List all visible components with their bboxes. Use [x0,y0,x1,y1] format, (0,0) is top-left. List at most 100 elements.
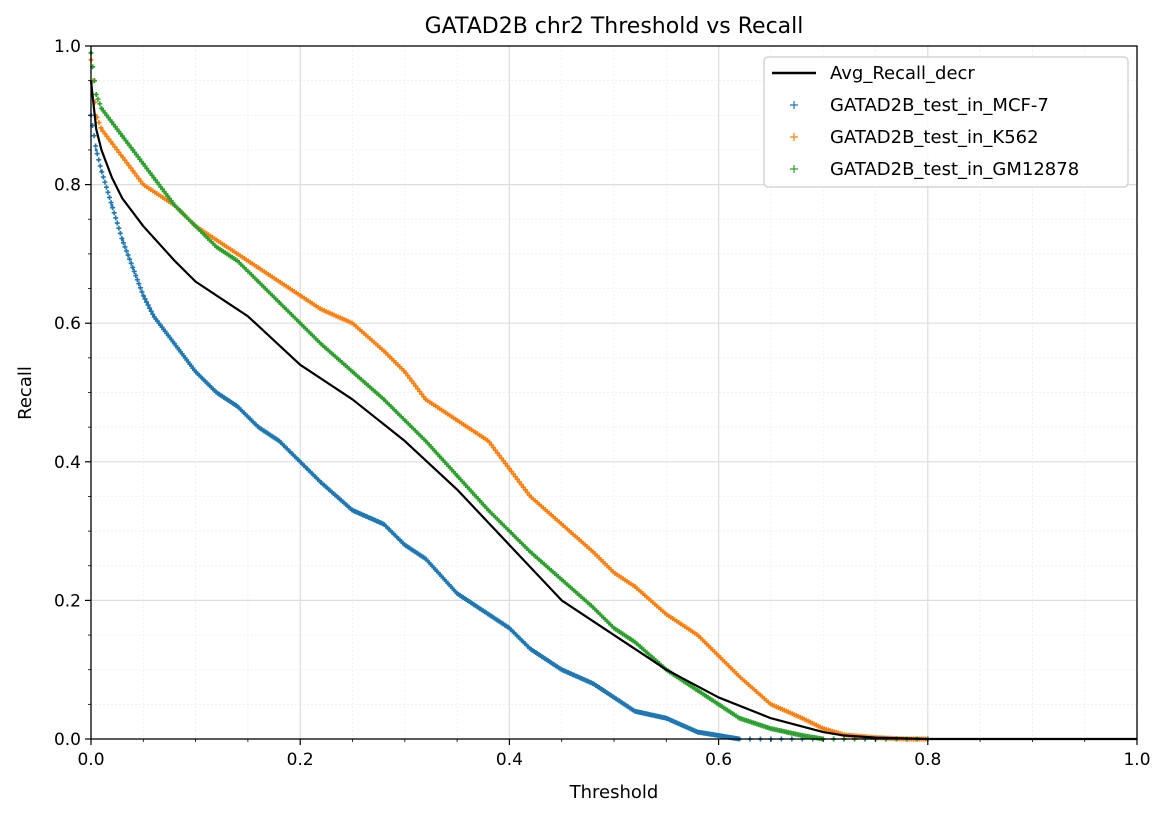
data-point [215,238,219,242]
legend-item: GATAD2B_test_in_K562 [790,127,1039,148]
chart-title: GATAD2B chr2 Threshold vs Recall [425,14,804,39]
x-tick-label: 0.2 [287,750,314,770]
legend-item: GATAD2B_test_in_MCF-7 [790,95,1049,116]
data-point [507,529,511,533]
data-point [110,141,114,145]
data-point [424,439,428,443]
data-point [298,321,302,325]
data-point [696,730,700,734]
data-point [382,522,386,526]
legend-label: GATAD2B_test_in_MCF-7 [830,95,1049,116]
data-point [769,727,773,731]
data-point [194,370,198,374]
data-point [99,127,103,131]
legend-item: Avg_Recall_decr [772,63,975,84]
data-point [738,716,742,720]
x-tick-label: 0.8 [914,750,941,770]
data-point [486,439,490,443]
axis-ticks: 0.0 0.2 0.4 0.6 0.8 1.0 0.0 0.2 0.4 0.6 0.8 1.0 [54,37,1151,770]
data-point [141,183,145,187]
series-line [89,80,1137,741]
data-point [382,349,386,353]
data-point [717,734,721,738]
x-tick-label: 0.0 [77,750,104,770]
data-point [664,612,668,616]
data-point [560,668,564,672]
data-point [455,591,459,595]
legend-label: GATAD2B_test_in_GM12878 [830,159,1079,180]
data-point [382,397,386,401]
data-point [277,439,281,443]
x-tick-label: 1.0 [1123,750,1150,770]
data-point [528,647,532,651]
data-point [612,571,616,575]
data-point [403,370,407,374]
x-tick-label: 0.4 [496,750,523,770]
data-point [215,391,219,394]
data-point [152,190,156,194]
data-point [591,682,595,686]
data-point [277,300,281,304]
data-point [351,321,354,325]
data-point [152,314,156,318]
data-point [560,522,564,526]
y-tick-label: 0.2 [54,591,81,611]
legend-marker-swatch [790,165,798,173]
data-point [94,93,98,97]
data-point [696,633,700,637]
data-point [99,106,103,110]
data-point [131,148,135,152]
y-tick-label: 0.0 [54,730,81,750]
data-point [403,418,407,422]
data-point [612,695,616,699]
data-point [455,474,459,478]
data-point [235,252,239,256]
data-point [486,508,490,512]
data-point [800,716,804,720]
minor-grid [91,46,1137,739]
data-point [633,585,637,589]
data-point [194,224,198,228]
y-tick-label: 0.4 [54,453,81,473]
data-point [319,342,323,346]
data-point [507,626,511,630]
y-tick-label: 1.0 [54,37,81,57]
data-point [560,578,564,582]
legend-marker-swatch [790,101,798,109]
data-point [94,148,98,152]
data-point [152,176,156,180]
data-point [173,203,177,207]
data-point [769,702,773,706]
legend-marker-swatch [790,133,798,141]
data-point [591,605,595,609]
data-point [351,508,354,512]
data-point [141,293,145,297]
data-point [612,626,616,630]
y-axis-label: Recall [15,366,36,420]
data-point [319,307,323,311]
legend-label: GATAD2B_test_in_K562 [830,127,1039,148]
data-point [256,280,260,284]
x-tick-label: 0.6 [705,750,732,770]
data-point [696,688,700,692]
data-point [633,640,637,644]
data-point [664,716,668,720]
data-point [717,654,721,658]
data-point [99,169,103,173]
data-point [351,370,354,374]
legend-label: Avg_Recall_decr [830,63,975,84]
data-point [528,494,532,498]
data-point [120,238,124,242]
data-point [528,550,532,554]
data-point [131,266,135,270]
data-point [120,155,124,159]
data-point [298,460,302,464]
data-point [424,397,428,401]
data-point [717,702,721,706]
y-tick-label: 0.6 [54,314,81,334]
data-point [141,162,145,166]
data-point [235,404,239,408]
data-point [633,709,637,713]
series-layer [88,50,1137,742]
